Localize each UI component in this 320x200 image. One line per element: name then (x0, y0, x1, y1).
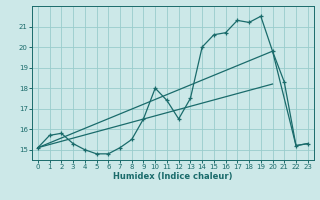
X-axis label: Humidex (Indice chaleur): Humidex (Indice chaleur) (113, 172, 233, 181)
